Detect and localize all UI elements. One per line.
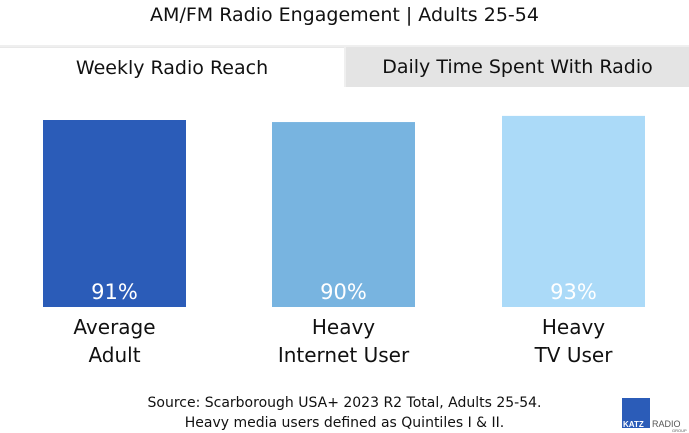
bar — [502, 115, 645, 307]
katz-radio-logo: KATZ RADIO GROUP — [622, 398, 689, 433]
category-label: Adult — [88, 343, 140, 367]
category-label: Heavy — [542, 315, 605, 339]
tab-bar: Weekly Radio Reach Daily Time Spent With… — [0, 45, 689, 88]
bar — [43, 120, 186, 307]
source-line-1: Source: Scarborough USA+ 2023 R2 Total, … — [147, 395, 542, 411]
source-note: Source: Scarborough USA+ 2023 R2 Total, … — [0, 393, 689, 433]
source-line-2: Heavy media users defined as Quintiles I… — [184, 415, 505, 431]
category-label: Heavy — [312, 315, 375, 339]
category-label: Average — [73, 315, 155, 339]
category-label: TV User — [534, 343, 614, 367]
logo-box — [622, 398, 650, 428]
bar-value-label: 93% — [550, 280, 597, 304]
bar-value-label: 91% — [91, 280, 138, 304]
bar — [272, 122, 415, 307]
category-label: Internet User — [278, 343, 410, 367]
bar-value-label: 90% — [320, 280, 367, 304]
tab-weekly-radio-reach[interactable]: Weekly Radio Reach — [0, 47, 344, 88]
chart-title: AM/FM Radio Engagement | Adults 25-54 — [150, 4, 539, 26]
tab-daily-time-spent[interactable]: Daily Time Spent With Radio — [346, 47, 689, 87]
bar-chart: 91% Average Adult 90% Heavy Internet User 93% H… — [43, 115, 645, 367]
